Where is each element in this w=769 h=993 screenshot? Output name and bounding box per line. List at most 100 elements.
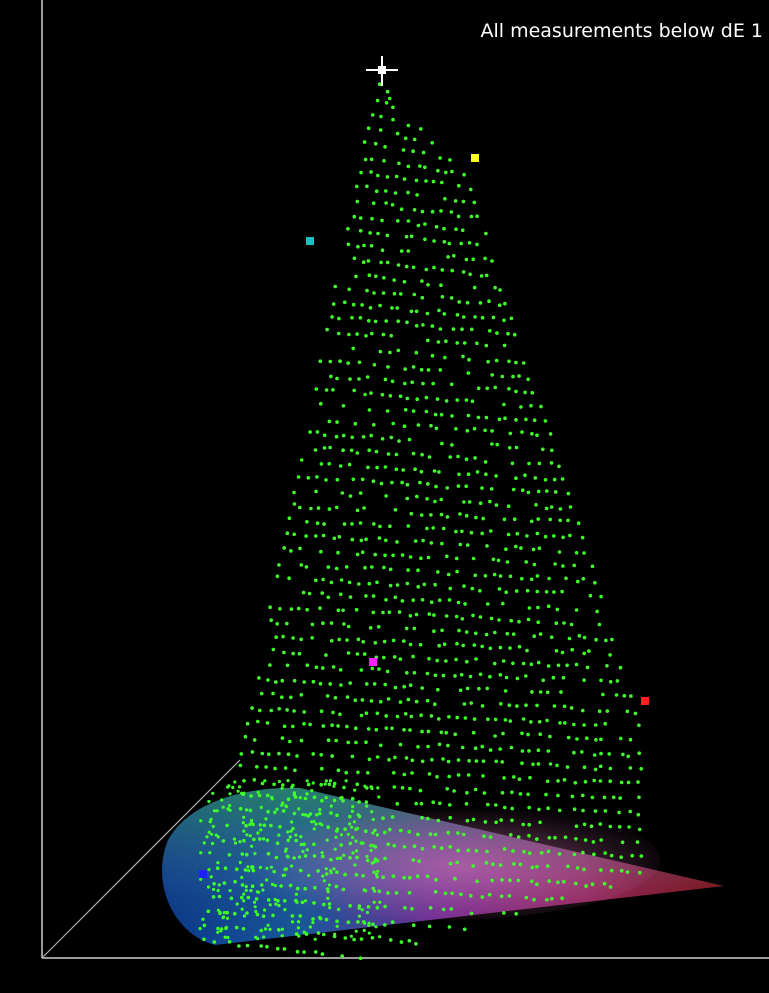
measurement-point [488,329,492,333]
measurement-point [514,360,518,365]
measurement-point [458,688,463,693]
measurement-point [408,614,413,618]
measurement-point [525,648,529,653]
measurement-point [563,721,567,725]
measurement-point [329,621,334,625]
measurement-point [273,810,277,815]
measurement-point [360,698,365,702]
measurement-point [211,895,216,899]
measurement-point [383,465,388,469]
measurement-point [485,686,490,691]
measurement-point [481,774,485,778]
measurement-point [420,452,424,457]
measurement-point [269,618,274,622]
measurement-point [228,808,232,812]
measurement-point [283,766,288,770]
measurement-point [329,639,334,643]
measurement-point [265,793,270,798]
measurement-point [408,728,412,732]
measurement-point [386,842,391,846]
measurement-point [324,867,328,871]
measurement-point [592,753,597,757]
measurement-point [312,819,316,824]
measurement-point [529,662,534,667]
measurement-point [388,567,393,572]
measurement-point [433,702,437,706]
measurement-point [508,646,512,650]
measurement-point [444,339,448,344]
measurement-point [244,823,248,828]
measurement-point [478,672,483,677]
measurement-point [366,905,371,909]
measurement-point [442,240,447,244]
measurement-point [414,324,419,328]
measurement-point [498,288,502,292]
measurement-point [392,771,396,775]
measurement-point [425,671,430,676]
measurement-point [299,637,304,642]
measurement-point [360,303,364,307]
measurement-point [446,830,451,835]
measurement-point [355,826,360,831]
measurement-point [527,805,531,810]
measurement-point [375,755,380,759]
measurement-point [331,665,336,669]
measurement-point [539,851,544,855]
measurement-point [420,279,424,283]
measurement-point [282,724,287,729]
measurement-point [468,272,472,277]
measurement-point [221,805,225,809]
measurement-point [202,937,206,942]
measurement-point [388,827,392,832]
measurement-point [408,786,412,791]
measurement-point [619,855,623,859]
measurement-point [245,911,249,915]
measurement-point [461,270,466,274]
measurement-point [520,731,524,736]
measurement-point [202,841,206,845]
measurement-point [292,793,296,797]
measurement-point [520,488,525,493]
measurement-point [449,296,454,300]
measurement-point [460,617,465,621]
measurement-point [572,563,576,568]
measurement-point [436,168,440,173]
measurement-point [346,624,351,629]
measurement-point [400,553,405,557]
measurement-point [248,808,253,813]
measurement-point [535,882,539,886]
measurement-point [409,234,414,239]
gamut-base-glow [220,800,660,920]
measurement-point [480,895,485,899]
measurement-point [480,704,485,708]
measurement-point [362,140,367,144]
measurement-point [598,822,603,826]
measurement-point [407,891,412,895]
measurement-point [519,546,523,550]
measurement-point [312,901,316,905]
measurement-point [247,869,251,873]
measurement-point [266,678,270,682]
measurement-point [341,608,345,613]
measurement-point [506,532,511,537]
measurement-point [402,845,407,849]
measurement-point [421,150,426,155]
measurement-point [299,693,304,697]
measurement-point [248,823,252,827]
measurement-point [455,860,460,865]
measurement-point [432,239,436,243]
measurement-point [290,785,294,789]
measurement-point [448,815,453,820]
measurement-point [480,744,485,749]
measurement-point [313,448,318,452]
measurement-point [529,879,534,884]
measurement-point [332,784,336,788]
measurement-point [418,480,422,485]
measurement-point [362,652,367,656]
measurement-point [489,616,494,621]
measurement-point [456,454,460,459]
measurement-point [381,816,385,820]
measurement-point [388,394,393,398]
measurement-point [434,877,438,882]
